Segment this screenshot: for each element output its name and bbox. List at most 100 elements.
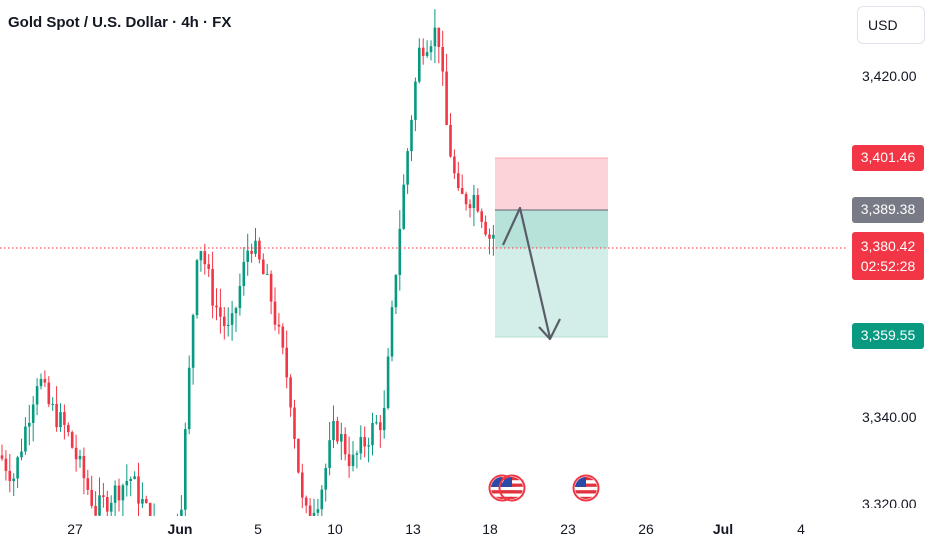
candle-body xyxy=(355,453,359,455)
candle-body xyxy=(379,422,382,431)
candle-body xyxy=(480,211,483,222)
time-label: 27 xyxy=(67,521,83,537)
candle-body xyxy=(460,188,464,194)
candle-body xyxy=(246,250,249,262)
candle-body xyxy=(195,260,199,316)
candle-body xyxy=(51,403,54,405)
candle-body xyxy=(74,447,78,460)
stop-loss-price-tag: 3,401.46 xyxy=(852,145,924,171)
candle-body xyxy=(145,499,148,503)
candle-body xyxy=(219,307,222,317)
candle-body xyxy=(230,313,234,325)
candle-body xyxy=(258,240,261,260)
candle-body xyxy=(410,119,413,152)
candle-body xyxy=(406,151,409,185)
candle-body xyxy=(347,454,351,467)
candle-body xyxy=(445,71,448,125)
active-profit-zone xyxy=(495,210,608,248)
current-price-tag: 3,380.42 02:52:28 xyxy=(852,232,924,280)
candle-body xyxy=(453,156,456,174)
candle-body xyxy=(429,46,433,53)
candle-body xyxy=(304,497,308,506)
candle-body xyxy=(316,509,320,513)
candle-body xyxy=(215,305,218,308)
candle-body xyxy=(137,476,140,504)
candle-body xyxy=(269,273,273,302)
us-flag-event-icon[interactable] xyxy=(498,474,526,502)
candle-body xyxy=(476,195,480,212)
candle-body xyxy=(425,52,429,56)
candle-body xyxy=(86,478,90,490)
time-label: 13 xyxy=(405,521,421,537)
candle-body xyxy=(386,356,390,409)
candle-body xyxy=(382,408,386,431)
candle-body xyxy=(109,502,113,512)
candle-body xyxy=(184,429,187,510)
candle-body xyxy=(238,286,242,309)
candle-body xyxy=(234,308,238,314)
candle-body xyxy=(312,512,316,516)
candle-body xyxy=(82,455,86,479)
candle-body xyxy=(12,478,15,482)
candle-body xyxy=(262,259,265,275)
candle-body xyxy=(340,434,343,442)
candle-body xyxy=(359,437,363,454)
candle-body xyxy=(285,347,288,378)
candle-body xyxy=(390,307,394,357)
time-label: Jul xyxy=(712,521,734,537)
time-label: 4 xyxy=(797,521,805,537)
candle-body xyxy=(223,316,226,327)
candle-body xyxy=(332,420,335,441)
candle-body xyxy=(43,378,47,383)
time-label: 23 xyxy=(560,521,576,537)
candle-body xyxy=(78,455,82,460)
chart-pane[interactable] xyxy=(0,0,848,516)
candle-body xyxy=(421,47,425,56)
candle-body xyxy=(472,195,476,209)
candle-body xyxy=(293,407,296,439)
time-label: 5 xyxy=(254,521,262,537)
candle-body xyxy=(94,505,97,516)
candle-body xyxy=(102,495,105,498)
time-label: 26 xyxy=(638,521,654,537)
candle-body xyxy=(418,47,421,82)
price-tick: 3,340.00 xyxy=(862,409,917,425)
us-flag-event-icon[interactable] xyxy=(572,474,600,502)
candle-body xyxy=(0,455,4,459)
candle-body xyxy=(242,261,246,287)
candle-body xyxy=(398,228,402,276)
candle-body xyxy=(207,264,210,269)
candle-body xyxy=(125,481,129,486)
candle-body xyxy=(301,472,304,498)
candle-body xyxy=(351,454,355,467)
candle-body xyxy=(35,386,39,405)
candle-body xyxy=(328,440,331,469)
time-label: Jun xyxy=(167,521,193,537)
candle-body xyxy=(273,301,277,325)
candle-body xyxy=(98,495,101,516)
candle-body xyxy=(320,489,324,510)
candle-body xyxy=(464,193,468,205)
candle-body xyxy=(211,268,214,306)
candle-body xyxy=(250,250,253,254)
candle-body xyxy=(59,412,62,428)
candle-body xyxy=(133,476,136,479)
candlestick-chart[interactable] xyxy=(0,0,848,516)
candle-body xyxy=(402,184,405,229)
candle-body xyxy=(371,423,374,446)
currency-button[interactable]: USD xyxy=(857,6,925,44)
candle-body xyxy=(117,485,121,501)
price-tick: 3,320.00 xyxy=(862,496,917,508)
candle-body xyxy=(226,324,230,327)
current-price-value: 3,380.42 xyxy=(860,238,916,254)
candle-body xyxy=(39,378,43,387)
candle-body xyxy=(277,324,281,327)
candle-body xyxy=(55,403,58,428)
candle-body xyxy=(24,426,27,452)
candle-body xyxy=(90,489,93,506)
candle-body xyxy=(308,505,312,516)
arrow-head xyxy=(538,318,561,341)
candle-body xyxy=(367,445,370,447)
candle-body xyxy=(375,422,378,424)
candle-body xyxy=(324,468,327,490)
